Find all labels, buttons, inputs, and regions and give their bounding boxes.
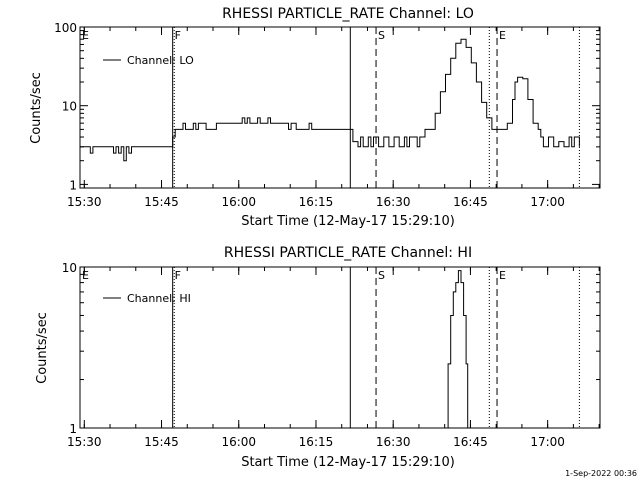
- event-marker-label-hi: S: [378, 269, 385, 282]
- plot-frame-lo: [79, 26, 601, 189]
- x-axis-label-hi: Start Time (12-May-17 15:29:10): [241, 455, 455, 470]
- event-marker-label-lo: E: [499, 29, 506, 42]
- chart-title-lo: RHESSI PARTICLE_RATE Channel: LO: [222, 6, 474, 22]
- y-tick-label-lo: 10: [62, 100, 77, 114]
- x-tick-label-lo: 16:00: [221, 195, 256, 209]
- x-tick-label-hi: 15:45: [144, 435, 179, 449]
- x-tick-label-hi: 16:15: [299, 435, 334, 449]
- y-axis-label-hi: Counts/sec: [35, 312, 50, 384]
- y-tick-label-lo: 1: [69, 178, 77, 192]
- event-marker-label-hi: E: [82, 269, 89, 282]
- event-marker-label-lo: E: [82, 29, 89, 42]
- event-marker-label-hi: F: [175, 269, 181, 282]
- x-tick-label-hi: 16:00: [221, 435, 256, 449]
- x-axis-label-lo: Start Time (12-May-17 15:29:10): [241, 214, 455, 229]
- x-tick-label-lo: 15:30: [67, 195, 102, 209]
- event-marker-label-lo: F: [175, 29, 181, 42]
- x-tick-label-hi: 16:45: [453, 435, 488, 449]
- y-tick-label-hi: 1: [69, 422, 77, 436]
- x-tick-label-hi: 17:00: [530, 435, 565, 449]
- legend-label-lo: Channel: LO: [127, 54, 194, 67]
- chart-title-hi: RHESSI PARTICLE_RATE Channel: HI: [224, 245, 472, 261]
- y-axis-label-lo: Counts/sec: [29, 72, 44, 144]
- event-marker-label-lo: S: [378, 29, 385, 42]
- footer-timestamp: 1-Sep-2022 00:36: [565, 469, 637, 478]
- x-tick-label-hi: 15:30: [67, 435, 102, 449]
- series-line-hi: [445, 270, 469, 429]
- x-tick-label-lo: 16:45: [453, 195, 488, 209]
- x-tick-label-hi: 16:30: [376, 435, 411, 449]
- x-tick-label-lo: 16:30: [376, 195, 411, 209]
- y-tick-label-hi: 10: [62, 261, 77, 275]
- event-marker-label-hi: E: [499, 269, 506, 282]
- y-tick-label-lo: 100: [54, 21, 77, 35]
- series-line-lo: [80, 38, 580, 162]
- x-tick-label-lo: 15:45: [144, 195, 179, 209]
- legend-label-hi: Channel: HI: [127, 292, 191, 305]
- x-tick-label-lo: 17:00: [530, 195, 565, 209]
- x-tick-label-lo: 16:15: [299, 195, 334, 209]
